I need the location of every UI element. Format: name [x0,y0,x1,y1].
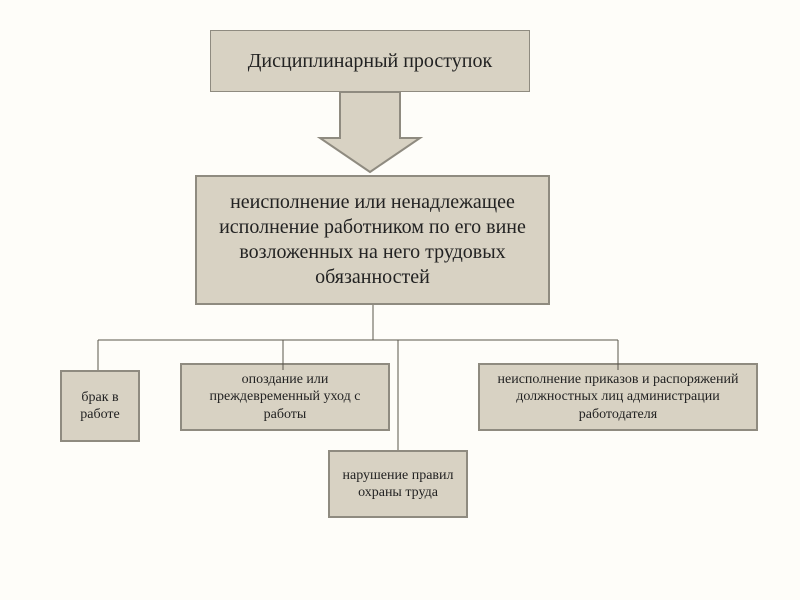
diagram-stage: Дисциплинарный проступок неисполнение или… [0,0,800,600]
child-text-2: неисполнение приказов и распоряжений дол… [490,371,746,424]
title-text: Дисциплинарный проступок [248,49,492,74]
child-text-3: нарушение правил охраны труда [340,467,456,502]
definition-text: неисполнение или ненадлежащее исполнение… [207,190,538,290]
child-text-0: брак в работе [72,389,128,424]
child-box-3: нарушение правил охраны труда [328,450,468,518]
definition-box: неисполнение или ненадлежащее исполнение… [195,175,550,305]
child-box-1: опоздание или преждевременный уход с раб… [180,363,390,431]
down-arrow [320,92,420,172]
child-box-0: брак в работе [60,370,140,442]
child-text-1: опоздание или преждевременный уход с раб… [192,371,378,424]
child-box-2: неисполнение приказов и распоряжений дол… [478,363,758,431]
title-box: Дисциплинарный проступок [210,30,530,92]
